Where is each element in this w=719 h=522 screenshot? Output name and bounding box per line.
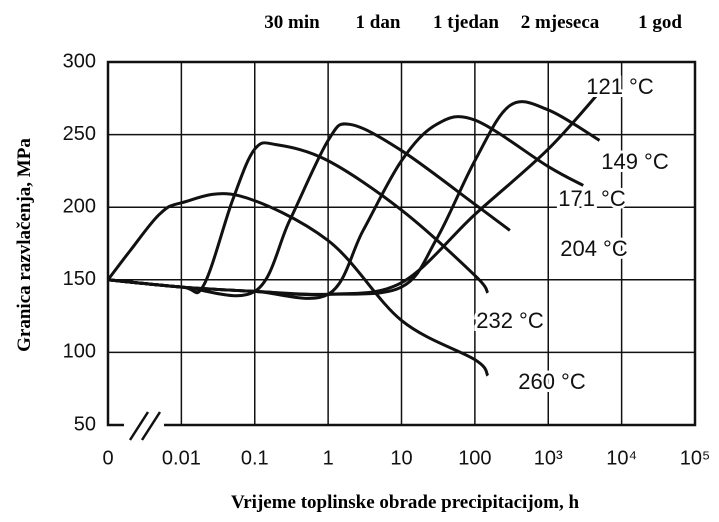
curve-label: 260 °C	[518, 369, 586, 394]
y-tick-label: 100	[63, 341, 96, 363]
curve	[107, 84, 607, 297]
y-tick-label: 200	[63, 195, 96, 217]
curve-label: 149 °C	[601, 149, 669, 174]
x-tick-label: 10³	[534, 447, 563, 469]
top-label: 30 min	[264, 12, 320, 33]
x-tick-label: 0.01	[162, 447, 201, 469]
curve	[107, 141, 490, 295]
y-tick-label: 300	[63, 50, 96, 72]
axis-break	[128, 411, 150, 441]
y-axis-title: Granica razvlačenja, MPa	[14, 138, 35, 352]
x-tick-label: 0	[102, 447, 113, 469]
top-label: 1 dan	[356, 12, 401, 33]
y-tick-label: 250	[63, 123, 96, 145]
curve-label: 204 °C	[560, 236, 628, 261]
x-tick-label: 100	[458, 447, 491, 469]
curve	[107, 115, 584, 300]
curve	[106, 192, 490, 377]
x-tick-label: 10	[390, 447, 412, 469]
y-tick-label: 150	[63, 268, 96, 290]
axis-break	[140, 411, 162, 441]
x-tick-label: 1	[323, 447, 334, 469]
curve-label: 121 °C	[586, 74, 654, 99]
x-axis-title: Vrijeme toplinske obrade precipitacijom,…	[231, 492, 580, 513]
curve	[107, 122, 511, 298]
top-label: 2 mjeseca	[521, 12, 600, 33]
y-tick-label: 50	[74, 413, 96, 435]
top-label: 1 god	[638, 12, 682, 33]
plot: 50 100 150 200 250 300 0 0.01 0.1 1 10 100 10³ 10⁴ 10⁵…	[63, 12, 711, 469]
plot-frame	[106, 60, 697, 427]
curve-label: 232 °C	[476, 308, 544, 333]
top-label: 1 tjedan	[433, 12, 499, 33]
x-tick-label: 0.1	[241, 447, 269, 469]
curve-label: 171 °C	[558, 186, 626, 211]
x-tick-label: 10⁵	[680, 447, 711, 469]
x-tick-label: 10⁴	[606, 447, 637, 469]
